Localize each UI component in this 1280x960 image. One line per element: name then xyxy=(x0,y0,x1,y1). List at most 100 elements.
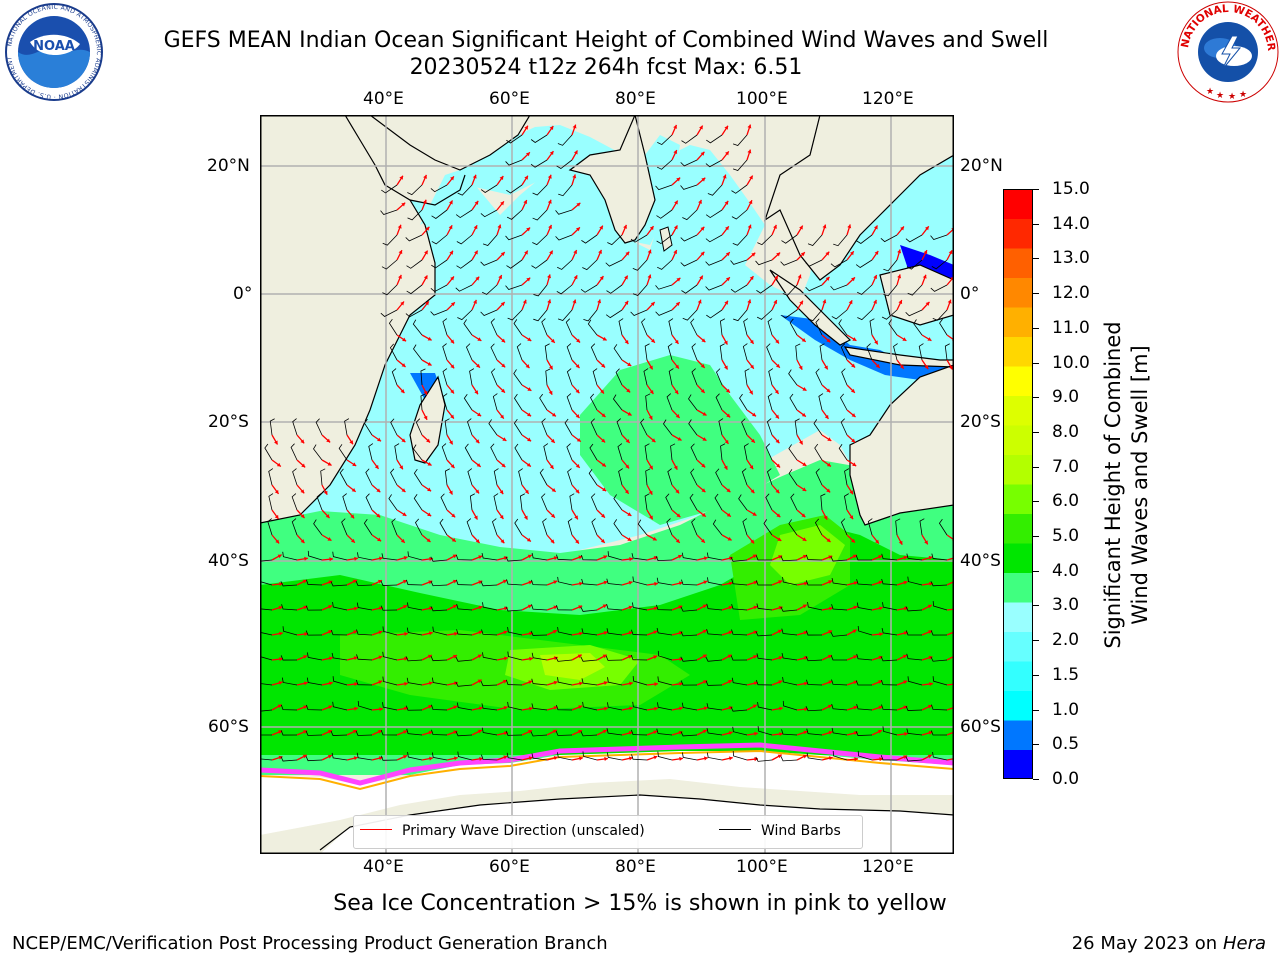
wave-direction-arrowhead xyxy=(948,250,953,255)
lat-label-right: 20°N xyxy=(960,156,1003,176)
swell-band xyxy=(540,653,605,680)
wind-barb xyxy=(364,418,373,436)
wave-direction-arrowhead xyxy=(853,655,858,659)
wind-barb xyxy=(316,493,323,511)
wave-direction-arrowhead xyxy=(778,655,783,660)
wind-barb xyxy=(566,368,573,386)
wave-direction-arrowhead xyxy=(526,227,531,232)
wave-direction-arrowhead xyxy=(750,438,755,443)
wind-barb xyxy=(765,443,773,461)
wind-barb xyxy=(617,443,623,461)
wave-direction-arrowhead xyxy=(503,705,508,710)
wave-direction-arrowhead xyxy=(799,440,803,445)
wind-barb xyxy=(805,554,823,561)
wave-direction-arrowhead xyxy=(449,440,453,445)
wind-barb xyxy=(380,580,398,586)
wind-barb xyxy=(815,368,823,386)
wind-barb xyxy=(306,579,323,586)
wind-barb xyxy=(855,555,873,561)
wave-direction-arrowhead xyxy=(675,414,680,418)
wave-direction-arrowhead xyxy=(453,681,458,686)
wind-barb xyxy=(280,704,298,711)
wave-direction-arrowhead xyxy=(648,415,653,420)
wind-barb xyxy=(480,259,498,266)
wind-barb xyxy=(832,750,848,761)
wave-direction-arrowhead xyxy=(523,515,528,520)
wind-barb xyxy=(330,629,348,636)
wave-direction-arrowhead xyxy=(599,225,603,230)
wind-barb xyxy=(666,393,673,411)
wind-barb xyxy=(681,702,698,711)
colorbar-cell xyxy=(1003,513,1033,544)
wave-direction-arrowhead xyxy=(628,654,633,659)
wave-direction-arrowhead xyxy=(547,299,552,304)
wave-direction-arrowhead xyxy=(351,488,356,492)
wave-direction-arrowhead xyxy=(747,149,752,154)
wind-barb xyxy=(839,393,848,411)
wind-barb xyxy=(260,631,273,636)
wind-barb xyxy=(365,493,373,511)
wind-barb xyxy=(665,493,673,511)
map-canvas xyxy=(260,115,954,854)
colorbar-cell xyxy=(1003,454,1033,485)
wind-barb xyxy=(530,579,548,586)
wave-direction-arrowhead xyxy=(452,554,457,559)
wind-barb xyxy=(543,443,549,461)
wind-barb xyxy=(291,493,298,511)
wave-direction-arrowhead xyxy=(474,200,479,205)
wind-barb xyxy=(763,519,773,536)
wind-barb xyxy=(442,368,448,386)
wind-barb xyxy=(355,580,373,587)
wind-barb xyxy=(505,556,523,562)
wind-barb xyxy=(430,556,448,562)
wave-direction-arrowhead xyxy=(878,580,883,585)
wave-direction-arrowhead xyxy=(654,581,658,586)
wave-direction-arrowhead xyxy=(629,706,633,711)
wind-barb xyxy=(882,602,898,611)
wind-barb xyxy=(666,518,673,536)
wave-direction-arrowhead xyxy=(300,439,305,444)
wave-direction-arrowhead xyxy=(579,581,583,586)
wind-barb xyxy=(557,309,573,321)
wind-barb xyxy=(931,553,948,561)
wave-direction-arrowhead xyxy=(327,537,332,541)
wind-barb xyxy=(455,579,473,586)
wind-barb xyxy=(505,606,523,612)
wave-direction-arrowhead xyxy=(527,437,532,442)
wind-barb xyxy=(830,655,848,661)
wind-barb xyxy=(880,656,898,662)
wave-direction-arrowhead xyxy=(553,680,558,685)
wind-barb xyxy=(805,259,823,267)
wind-barb xyxy=(841,368,848,386)
wave-direction-arrowhead xyxy=(777,537,782,541)
wind-barb xyxy=(808,309,823,322)
wave-direction-arrowhead xyxy=(747,224,752,229)
coastline xyxy=(344,115,466,206)
wind-barb xyxy=(332,676,348,686)
wave-direction-arrowhead xyxy=(427,512,432,517)
wind-barb xyxy=(705,259,723,266)
wind-barb xyxy=(555,730,573,736)
wind-barb xyxy=(482,234,498,247)
wave-direction-arrowhead xyxy=(802,754,807,759)
colorbar-tick-mark xyxy=(1033,570,1039,572)
wind-barb xyxy=(644,343,650,361)
wave-direction-arrowhead xyxy=(523,200,528,205)
wave-direction-arrowhead xyxy=(749,175,753,180)
wind-barb xyxy=(680,259,698,267)
wind-barb xyxy=(895,518,901,536)
wind-barb xyxy=(388,494,398,511)
wave-direction-arrowhead xyxy=(775,439,780,444)
wave-direction-arrowhead xyxy=(275,539,280,544)
wave-direction-arrowhead xyxy=(749,276,754,281)
wind-barb xyxy=(730,556,748,562)
wave-direction-arrowhead xyxy=(627,362,632,366)
wind-barb xyxy=(755,679,773,686)
wave-direction-arrowhead xyxy=(627,512,632,516)
wind-barb xyxy=(905,606,923,612)
wind-barb xyxy=(857,309,873,321)
wind-barb xyxy=(831,309,848,320)
wave-direction-arrowhead xyxy=(576,202,581,207)
wave-direction-arrowhead xyxy=(328,729,332,734)
wind-barb xyxy=(530,630,548,636)
